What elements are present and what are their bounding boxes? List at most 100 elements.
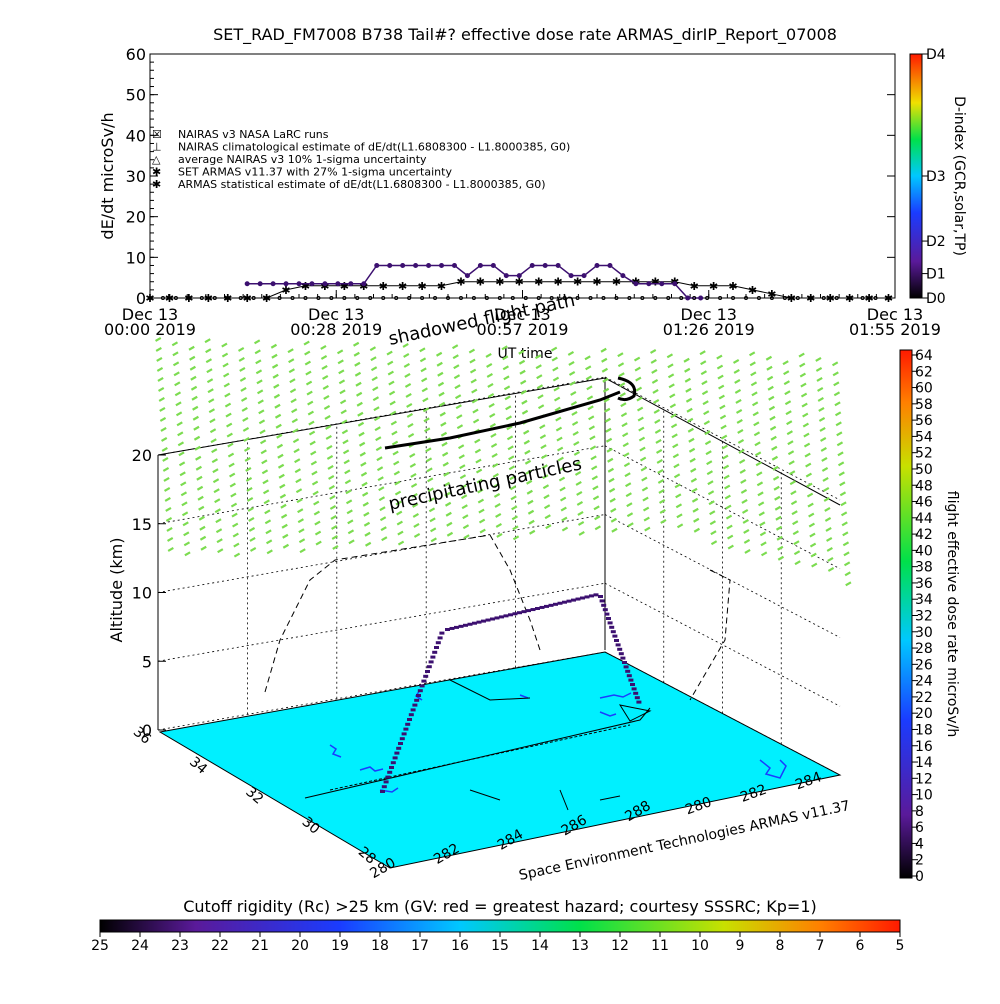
armas-point (516, 273, 522, 279)
particle (371, 376, 378, 382)
particle (667, 373, 675, 379)
particle (454, 384, 461, 390)
particle (660, 519, 667, 524)
zero-point (821, 296, 826, 300)
particle (727, 534, 734, 540)
particle (489, 423, 496, 428)
particle (811, 562, 818, 568)
particle (297, 508, 304, 514)
particle (381, 536, 388, 542)
particle (226, 432, 233, 438)
particle (339, 399, 347, 405)
particle (705, 450, 712, 456)
particle (492, 473, 499, 478)
particle (326, 455, 334, 460)
grid-line-right (604, 514, 841, 638)
particle (246, 487, 253, 492)
flight-path-point (412, 703, 418, 707)
particle (456, 424, 464, 430)
flight-path-point (476, 620, 482, 624)
flight-path-point (604, 612, 610, 616)
grid-line-right (604, 582, 841, 707)
particle (436, 361, 443, 367)
particle (551, 356, 558, 362)
top-y-tick-label: 20 (126, 208, 146, 227)
dose-rate-tick-label: 46 (915, 495, 933, 511)
armas-point (283, 281, 289, 287)
particle (537, 404, 545, 410)
flight-path-point (631, 687, 637, 691)
altitude-tick-label: 5 (142, 652, 152, 671)
zero-point (510, 296, 515, 300)
particle (460, 484, 467, 490)
particle (195, 455, 202, 461)
dose-rate-colorbar (899, 349, 913, 879)
particle (739, 469, 746, 474)
particle (232, 522, 239, 528)
particle (639, 456, 647, 462)
particle (512, 535, 520, 541)
particle (523, 429, 530, 435)
particle (758, 511, 765, 517)
particle (322, 375, 329, 380)
particle (489, 413, 496, 418)
flight-path-point (625, 669, 631, 673)
particle (823, 497, 830, 502)
particle (456, 414, 463, 420)
particle (594, 525, 601, 531)
particle (743, 529, 750, 534)
dose-rate-tick-label: 4 (915, 836, 924, 852)
particle (827, 557, 834, 562)
particle (823, 487, 830, 492)
particle (502, 355, 509, 361)
flight-path-point (394, 751, 400, 755)
particle (271, 353, 278, 359)
particle (441, 441, 448, 447)
particle (475, 468, 483, 474)
particle (843, 551, 850, 557)
particle (362, 501, 369, 507)
particle (704, 430, 711, 436)
particle (274, 403, 281, 409)
particle (422, 397, 429, 403)
particle (363, 511, 370, 517)
particle (817, 387, 824, 392)
particle (793, 550, 801, 556)
zero-point (731, 296, 736, 300)
particle (815, 357, 822, 362)
particle (392, 450, 399, 456)
particle (188, 345, 195, 351)
armas-point (555, 262, 561, 268)
particle (388, 390, 396, 396)
particle (390, 410, 397, 416)
particle (623, 452, 630, 458)
particle (486, 363, 493, 368)
particle (684, 377, 691, 383)
zero-point (653, 296, 658, 300)
particle (620, 402, 627, 408)
particle (287, 348, 294, 354)
particle (817, 397, 824, 402)
particle (386, 350, 393, 356)
particle (666, 353, 674, 359)
particle (588, 415, 595, 421)
particle (774, 505, 782, 511)
top-x-tick-label-2: 01:26 2019 (663, 320, 755, 339)
particle (292, 438, 300, 444)
d-index-ticks: D4 D3 D2 D1 D0 (922, 47, 946, 307)
naras-point: ✱ (340, 280, 349, 293)
top-x-tick-label-1: Dec 13 (308, 305, 364, 324)
armas-point (335, 281, 341, 287)
cutoff-tick-label: 10 (691, 938, 709, 954)
particle (718, 384, 725, 390)
particle (459, 474, 467, 480)
particle (839, 491, 847, 497)
particle (378, 486, 385, 492)
particle (359, 451, 366, 457)
top-x-tick-label-1: Dec 13 (494, 305, 550, 324)
flight-path-point (380, 790, 385, 793)
naras-point: ✱ (826, 292, 835, 305)
naras-point: ✱ (767, 288, 776, 301)
particle (264, 509, 271, 515)
dose-rate-tick-label: 34 (915, 592, 933, 608)
